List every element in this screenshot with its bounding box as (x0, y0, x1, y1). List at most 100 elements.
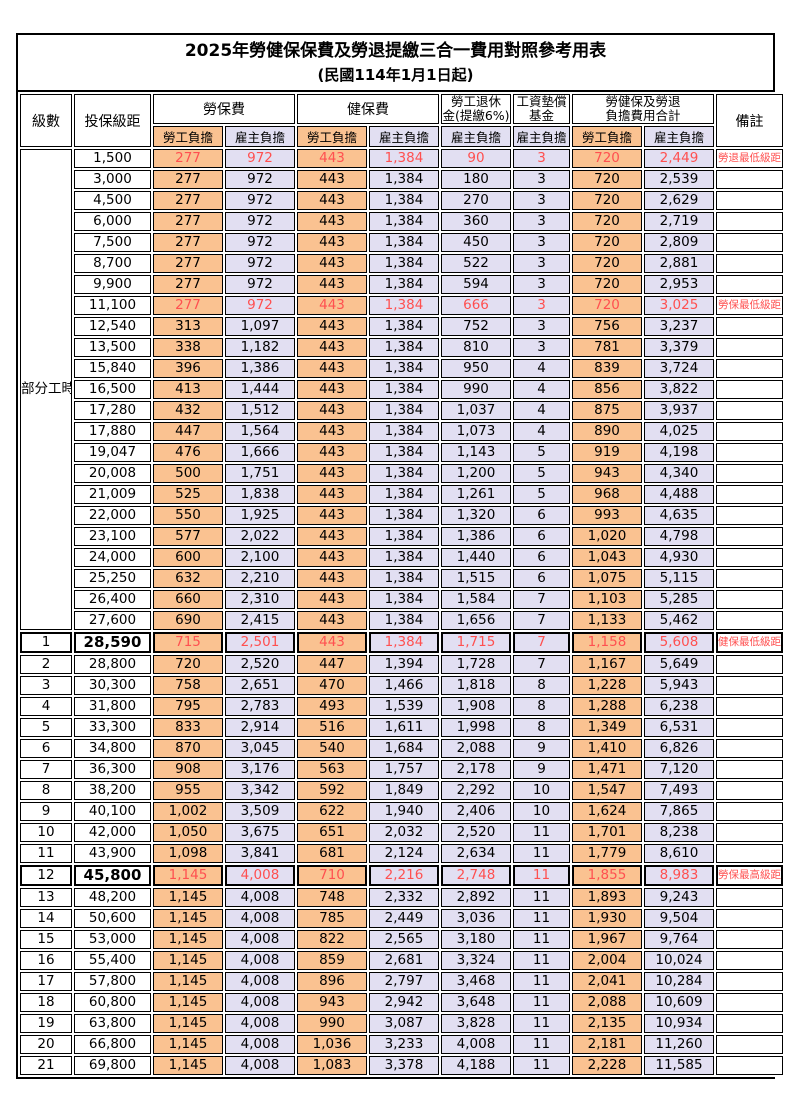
level-cell: 17 (20, 972, 72, 991)
level-cell: 1 (20, 632, 72, 653)
total-employee-cell: 2,088 (572, 993, 642, 1012)
health-employer-cell: 1,384 (369, 317, 439, 336)
subheader-pension-employer: 雇主負擔 (441, 126, 511, 147)
pension-employer-cell: 2,892 (441, 888, 511, 907)
bracket-cell: 48,200 (74, 888, 151, 907)
remark-cell (716, 802, 784, 821)
remark-cell (716, 548, 784, 567)
level-cell: 13 (20, 888, 72, 907)
health-employee-cell: 516 (297, 718, 367, 737)
table-row: 4 31,800 795 2,783 493 1,539 1,908 8 1,288 6,238 (20, 697, 784, 716)
remark-cell (716, 718, 784, 737)
health-employee-cell: 681 (297, 844, 367, 863)
table-row: 17,880 447 1,564 443 1,384 1,073 4 890 4,025 (20, 422, 784, 441)
level-cell: 14 (20, 909, 72, 928)
labor-employee-cell: 277 (153, 191, 223, 210)
level-cell: 6 (20, 739, 72, 758)
health-employer-cell: 2,124 (369, 844, 439, 863)
pension-employer-cell: 1,728 (441, 655, 511, 674)
remark-cell (716, 401, 784, 420)
remark-cell (716, 275, 784, 294)
level-cell: 10 (20, 823, 72, 842)
bracket-cell: 30,300 (74, 676, 151, 695)
table-row: 19 63,800 1,145 4,008 990 3,087 3,828 11 2,135 10… (20, 1014, 784, 1033)
bracket-cell: 57,800 (74, 972, 151, 991)
total-employee-cell: 1,228 (572, 676, 642, 695)
pension-employer-cell: 1,818 (441, 676, 511, 695)
bracket-cell: 12,540 (74, 317, 151, 336)
wage-fund-employer-cell: 8 (513, 676, 570, 695)
pension-employer-cell: 1,143 (441, 443, 511, 462)
level-cell: 11 (20, 844, 72, 863)
table-row: 24,000 600 2,100 443 1,384 1,440 6 1,043 4,930 (20, 548, 784, 567)
table-row: 21,009 525 1,838 443 1,384 1,261 5 968 4,488 (20, 485, 784, 504)
remark-cell (716, 951, 784, 970)
table-row: 3,000 277 972 443 1,384 180 3 720 2,539 (20, 170, 784, 189)
labor-employee-cell: 715 (153, 632, 223, 653)
labor-employee-cell: 277 (153, 170, 223, 189)
health-employee-cell: 447 (297, 655, 367, 674)
wage-fund-employer-cell: 3 (513, 212, 570, 231)
total-employer-cell: 2,881 (644, 254, 715, 273)
pension-employer-cell: 3,648 (441, 993, 511, 1012)
wage-fund-employer-cell: 11 (513, 951, 570, 970)
total-employer-cell: 5,285 (644, 590, 715, 609)
total-employee-cell: 993 (572, 506, 642, 525)
level-cell: 20 (20, 1035, 72, 1054)
total-employer-cell: 6,826 (644, 739, 715, 758)
total-employer-cell: 6,238 (644, 697, 715, 716)
labor-employer-cell: 1,386 (225, 359, 295, 378)
bracket-cell: 33,300 (74, 718, 151, 737)
wage-fund-employer-cell: 9 (513, 760, 570, 779)
labor-employee-cell: 632 (153, 569, 223, 588)
health-employee-cell: 592 (297, 781, 367, 800)
total-employee-cell: 1,624 (572, 802, 642, 821)
table-row: 9,900 277 972 443 1,384 594 3 720 2,953 (20, 275, 784, 294)
remark-cell (716, 823, 784, 842)
total-employer-cell: 7,493 (644, 781, 715, 800)
header-labor-insurance: 勞保費 (153, 94, 295, 124)
pension-employer-cell: 1,320 (441, 506, 511, 525)
table-row: 8,700 277 972 443 1,384 522 3 720 2,881 (20, 254, 784, 273)
total-employee-cell: 720 (572, 296, 642, 315)
health-employer-cell: 1,384 (369, 464, 439, 483)
health-employer-cell: 1,684 (369, 739, 439, 758)
labor-employer-cell: 972 (225, 296, 295, 315)
remark-cell (716, 781, 784, 800)
health-employee-cell: 990 (297, 1014, 367, 1033)
total-employer-cell: 7,120 (644, 760, 715, 779)
total-employee-cell: 2,004 (572, 951, 642, 970)
wage-fund-employer-cell: 11 (513, 1014, 570, 1033)
table-row: 8 38,200 955 3,342 592 1,849 2,292 10 1,547 7,493 (20, 781, 784, 800)
bracket-cell: 31,800 (74, 697, 151, 716)
total-employee-cell: 720 (572, 149, 642, 168)
bracket-cell: 16,500 (74, 380, 151, 399)
header-wage-fund: 工資墊償 基金 (513, 94, 570, 124)
health-employee-cell: 443 (297, 317, 367, 336)
table-row: 20 66,800 1,145 4,008 1,036 3,233 4,008 11 2,181… (20, 1035, 784, 1054)
health-employer-cell: 1,384 (369, 527, 439, 546)
remark-cell (716, 697, 784, 716)
total-employer-cell: 7,865 (644, 802, 715, 821)
total-employer-cell: 8,238 (644, 823, 715, 842)
wage-fund-employer-cell: 3 (513, 254, 570, 273)
remark-cell (716, 254, 784, 273)
pension-employer-cell: 450 (441, 233, 511, 252)
total-employer-cell: 3,724 (644, 359, 715, 378)
labor-employee-cell: 1,145 (153, 1056, 223, 1075)
bracket-cell: 20,008 (74, 464, 151, 483)
bracket-cell: 21,009 (74, 485, 151, 504)
fee-table-sheet: 2025年勞健保保費及勞退提繳三合一費用對照參考用表 (民國114年1月1日起)… (16, 33, 786, 1079)
remark-cell (716, 1014, 784, 1033)
header-wage-fund-line2: 基金 (528, 108, 554, 123)
bracket-cell: 11,100 (74, 296, 151, 315)
level-cell: 8 (20, 781, 72, 800)
wage-fund-employer-cell: 10 (513, 802, 570, 821)
labor-employer-cell: 3,675 (225, 823, 295, 842)
table-row: 4,500 277 972 443 1,384 270 3 720 2,629 (20, 191, 784, 210)
pension-employer-cell: 1,440 (441, 548, 511, 567)
health-employer-cell: 1,539 (369, 697, 439, 716)
total-employer-cell: 4,340 (644, 464, 715, 483)
table-row: 16,500 413 1,444 443 1,384 990 4 856 3,822 (20, 380, 784, 399)
remark-cell (716, 1056, 784, 1075)
